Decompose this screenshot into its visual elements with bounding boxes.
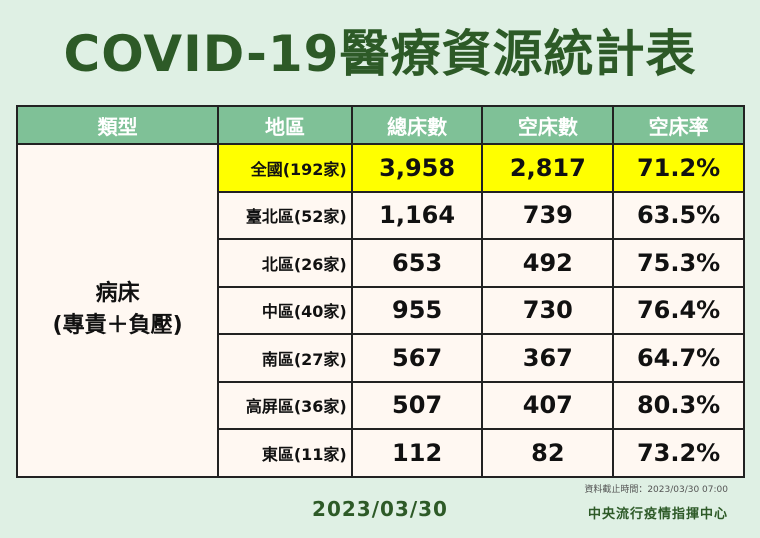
region-cell: 全國(192家) [217, 143, 353, 193]
table-row: 病床 (專責＋負壓) 全國(192家) 3,958 2,817 71.2% [15, 143, 745, 478]
region-cell: 臺北區(52家) [217, 190, 353, 240]
total-beds-cell: 3,958 [350, 143, 484, 193]
header-region: 地區 [217, 105, 353, 145]
empty-beds-cell: 407 [481, 380, 615, 430]
total-beds-cell: 567 [350, 333, 484, 383]
total-beds-cell: 1,164 [350, 190, 484, 240]
table-row: 高屏區(36家) 507 407 80.3% [17, 380, 745, 430]
total-beds-cell: 653 [350, 238, 484, 288]
region-cell: 北區(26家) [217, 238, 353, 288]
category-cell: 病床 (專責＋負壓) [15, 143, 220, 478]
table-row: 中區(40家) 955 730 76.4% [17, 285, 745, 335]
region-cell: 東區(11家) [217, 428, 353, 478]
data-cutoff-time: 資料截止時間：2023/03/30 07:00 [584, 485, 728, 495]
header-empty-beds: 空床數 [481, 105, 615, 145]
empty-beds-cell: 739 [481, 190, 615, 240]
empty-rate-cell: 80.3% [612, 380, 745, 430]
header-empty-rate: 空床率 [612, 105, 745, 145]
empty-beds-cell: 82 [481, 428, 615, 478]
table-row: 臺北區(52家) 1,164 739 63.5% [17, 190, 745, 240]
empty-rate-cell: 76.4% [612, 285, 745, 335]
empty-rate-cell: 64.7% [612, 333, 745, 383]
report-date: 2023/03/30 [312, 497, 448, 521]
table-row: 北區(26家) 653 492 75.3% [17, 238, 745, 288]
table-row: 東區(11家) 112 82 73.2% [17, 428, 745, 478]
table-header-row: 類型 地區 總床數 空床數 空床率 [15, 105, 745, 145]
category-line2: (專責＋負壓) [52, 313, 183, 339]
empty-beds-cell: 2,817 [481, 143, 615, 193]
region-cell: 中區(40家) [217, 285, 353, 335]
page-title: COVID-19醫療資源統計表 [63, 25, 697, 83]
region-cell: 高屏區(36家) [217, 380, 353, 430]
empty-beds-cell: 492 [481, 238, 615, 288]
total-beds-cell: 507 [350, 380, 484, 430]
empty-rate-cell: 63.5% [612, 190, 745, 240]
total-beds-cell: 112 [350, 428, 484, 478]
category-line1: 病床 [95, 281, 140, 307]
header-total-beds: 總床數 [350, 105, 484, 145]
empty-rate-cell: 73.2% [612, 428, 745, 478]
source-organization: 中央流行疫情指揮中心 [587, 507, 728, 522]
table-row: 南區(27家) 567 367 64.7% [17, 333, 745, 383]
empty-beds-cell: 730 [481, 285, 615, 335]
empty-rate-cell: 71.2% [612, 143, 745, 193]
empty-rate-cell: 75.3% [612, 238, 745, 288]
empty-beds-cell: 367 [481, 333, 615, 383]
header-type: 類型 [15, 105, 220, 145]
region-cell: 南區(27家) [217, 333, 353, 383]
statistics-table: 類型 地區 總床數 空床數 空床率 病床 (專責＋負壓) 全國(192家) 3,… [15, 105, 745, 478]
total-beds-cell: 955 [350, 285, 484, 335]
